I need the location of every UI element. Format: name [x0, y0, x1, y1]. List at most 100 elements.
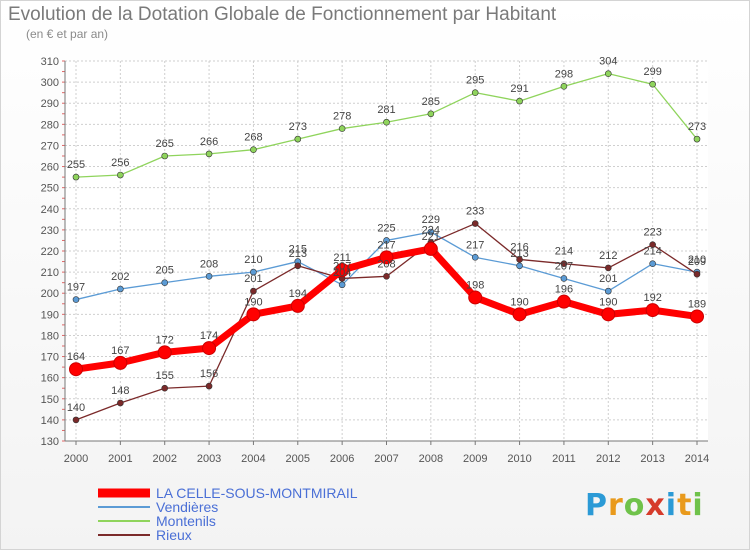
- data-label: 298: [555, 68, 573, 80]
- data-label: 281: [377, 104, 395, 116]
- data-point: [560, 260, 568, 267]
- data-label: 266: [200, 136, 218, 148]
- legend-label: LA CELLE-SOUS-MONTMIRAIL: [156, 485, 358, 501]
- y-tick-label: 280: [41, 119, 59, 131]
- data-label: 190: [599, 296, 617, 308]
- data-label: 208: [200, 258, 218, 270]
- data-point: [649, 80, 656, 88]
- data-label: 140: [67, 402, 85, 414]
- data-label: 214: [643, 246, 661, 258]
- data-point: [471, 220, 479, 227]
- proxiti-logo: Proxiti: [585, 488, 704, 523]
- y-tick-label: 200: [41, 288, 59, 300]
- label-layer: 164 167 172 174 190 194 211 217 221 198 190 196 190 1…: [67, 56, 706, 414]
- data-point: [604, 264, 612, 272]
- axis-layer: 130 140 150 160 170 180 190 200 210 220 230 240 250 2…: [41, 56, 710, 465]
- data-label: 194: [289, 288, 307, 300]
- data-point: [604, 70, 612, 77]
- legend-layer: LA CELLE-SOUS-MONTMIRAILVendièresMonteni…: [98, 485, 358, 543]
- data-label: 155: [156, 370, 174, 382]
- data-point: [338, 281, 346, 289]
- y-tick-label: 270: [41, 140, 59, 152]
- data-label: 291: [510, 83, 528, 95]
- data-point: [383, 237, 390, 244]
- data-point: [604, 287, 612, 295]
- data-point: [117, 285, 124, 293]
- x-tick-label: 2007: [374, 453, 398, 465]
- data-point: [601, 307, 616, 322]
- data-label: 268: [244, 132, 262, 144]
- y-tick-label: 260: [41, 162, 59, 174]
- data-point: [516, 256, 523, 263]
- data-point: [205, 150, 213, 158]
- data-point: [250, 268, 257, 276]
- data-label: 213: [510, 248, 528, 260]
- data-label: 196: [555, 284, 573, 296]
- data-point: [117, 399, 124, 407]
- data-label: 229: [422, 214, 440, 226]
- logo-letter: P: [585, 488, 608, 523]
- data-point: [161, 279, 169, 286]
- y-tick-label: 210: [41, 267, 59, 279]
- data-label: 278: [333, 111, 351, 123]
- data-point: [383, 273, 390, 280]
- data-point: [205, 382, 213, 390]
- logo-letter: i: [692, 488, 704, 523]
- data-label: 304: [599, 56, 617, 68]
- y-tick-label: 250: [41, 183, 59, 195]
- y-tick-label: 230: [41, 225, 59, 237]
- data-point: [516, 262, 523, 270]
- data-label: 221: [422, 231, 440, 243]
- data-label: 198: [466, 279, 484, 291]
- data-point: [290, 298, 305, 313]
- x-tick-label: 2011: [552, 453, 576, 465]
- y-tick-label: 310: [41, 56, 59, 68]
- logo-letter: r: [608, 488, 624, 523]
- x-tick-label: 2005: [286, 453, 310, 465]
- data-label: 273: [688, 121, 706, 133]
- data-label: 174: [200, 330, 218, 342]
- data-label: 190: [244, 296, 262, 308]
- data-label: 255: [67, 159, 85, 171]
- data-label: 201: [599, 273, 617, 285]
- y-tick-label: 240: [41, 204, 59, 216]
- x-tick-label: 2002: [152, 453, 176, 465]
- data-label: 217: [377, 239, 395, 251]
- data-label: 207: [555, 260, 573, 272]
- data-point: [72, 416, 80, 424]
- data-point: [693, 135, 701, 143]
- x-tick-label: 2013: [640, 453, 664, 465]
- data-point: [205, 273, 213, 280]
- chart-title: Evolution de la Dotation Globale de Fonc…: [8, 4, 557, 25]
- data-label: 164: [67, 351, 85, 363]
- data-point: [294, 135, 302, 143]
- series-layer: [69, 70, 704, 424]
- logo-letter: t: [677, 488, 693, 523]
- data-point: [69, 362, 83, 377]
- data-point: [113, 355, 128, 370]
- data-point: [556, 294, 571, 309]
- data-point: [250, 146, 257, 153]
- x-tick-label: 2014: [685, 453, 709, 465]
- data-point: [202, 341, 217, 356]
- x-tick-label: 2012: [596, 453, 620, 465]
- x-tick-label: 2010: [507, 453, 531, 465]
- x-tick-label: 2009: [463, 453, 487, 465]
- data-label: 225: [377, 222, 395, 234]
- y-tick-label: 190: [41, 309, 59, 321]
- logo-letter: o: [623, 488, 646, 523]
- logo-letter: i: [665, 488, 678, 523]
- data-label: 233: [466, 206, 484, 218]
- data-label: 224: [422, 225, 440, 237]
- data-point: [72, 173, 80, 181]
- data-label: 217: [466, 239, 484, 251]
- data-point: [161, 152, 169, 160]
- data-label: 208: [377, 258, 395, 270]
- data-point: [427, 228, 435, 236]
- data-label: 207: [333, 260, 351, 272]
- data-label: 192: [643, 292, 661, 304]
- data-label: 148: [111, 385, 129, 397]
- data-point: [645, 303, 660, 318]
- y-tick-label: 130: [41, 436, 59, 448]
- data-point: [335, 263, 350, 277]
